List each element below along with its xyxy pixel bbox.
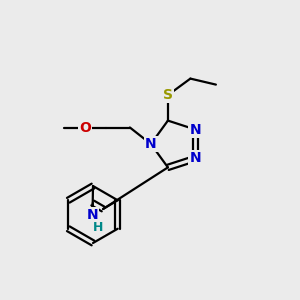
- Text: N: N: [145, 137, 157, 151]
- Text: H: H: [93, 221, 104, 234]
- Text: O: O: [79, 121, 91, 134]
- Text: S: S: [163, 88, 173, 102]
- Text: N: N: [190, 152, 201, 166]
- Text: N: N: [87, 208, 98, 222]
- Text: N: N: [190, 122, 201, 136]
